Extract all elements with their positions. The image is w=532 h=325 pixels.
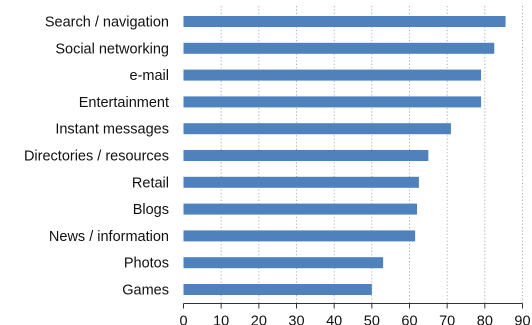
x-tick-label-80: 80 xyxy=(477,314,493,325)
x-tick-label-90: 90 xyxy=(514,314,530,325)
category-label: Search / navigation xyxy=(45,15,169,31)
bar-news-information xyxy=(183,230,416,242)
x-tick-label-40: 40 xyxy=(326,314,342,325)
bar-retail xyxy=(183,176,419,188)
bar-blogs xyxy=(183,203,418,215)
category-label: Retail xyxy=(132,175,169,191)
bar-directories-resources xyxy=(183,150,429,161)
bar-instant-messages xyxy=(183,123,451,135)
category-label: Instant messages xyxy=(55,122,169,138)
bar-entertainment xyxy=(183,96,482,108)
bar-social-networking xyxy=(183,42,495,54)
x-tick-label-50: 50 xyxy=(364,314,380,325)
category-label: e-mail xyxy=(130,68,169,84)
category-labels: Search / navigation Social networking e-ma… xyxy=(24,15,169,299)
x-tick-label-70: 70 xyxy=(439,314,455,325)
bars xyxy=(183,16,506,295)
x-tick-label-60: 60 xyxy=(401,314,417,325)
x-tick-label-20: 20 xyxy=(251,314,267,325)
x-axis-ticks: 0 10 20 30 40 50 60 70 80 90 xyxy=(179,303,531,325)
x-tick-label-0: 0 xyxy=(179,314,187,325)
category-label: Directories / resources xyxy=(24,149,169,165)
category-label: News / information xyxy=(49,229,169,245)
bar-e-mail xyxy=(183,69,482,81)
bar-games xyxy=(183,284,372,295)
category-label: Games xyxy=(122,283,169,299)
x-tick-label-30: 30 xyxy=(288,314,304,325)
bar-photos xyxy=(183,257,384,269)
bar-search-navigation xyxy=(183,16,506,27)
x-tick-label-10: 10 xyxy=(213,314,229,325)
category-label: Blogs xyxy=(133,202,169,218)
category-label: Entertainment xyxy=(79,95,169,111)
category-label: Photos xyxy=(124,256,169,272)
category-label: Social networking xyxy=(55,41,169,57)
